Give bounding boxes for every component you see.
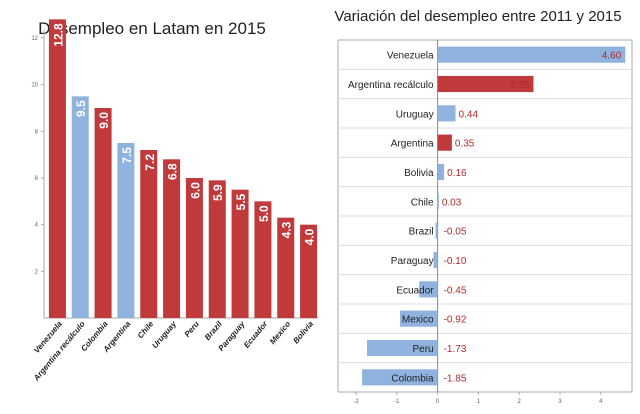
left-value-labels: 12.8 9.5 9.0 7.5 7.2 6.8 6.0 5.9 5.5 5.0 4.3 4.0 — [51, 23, 316, 245]
right-category-label: Brazil — [409, 227, 434, 238]
left-y-tick-label: 2 — [35, 269, 39, 275]
left-y-tick-label: 4 — [35, 223, 39, 229]
right-category-labels: Venezuela Argentina recálculo Uruguay Argen… — [348, 51, 434, 385]
right-value-label: -1.85 — [444, 373, 467, 384]
left-category-label: Peru — [183, 319, 201, 338]
left-value-label: 4.3 — [280, 221, 294, 238]
left-bar — [117, 143, 135, 318]
left-value-label: 4.0 — [303, 228, 317, 245]
right-value-label: 0.44 — [459, 109, 479, 120]
right-category-label: Ecuador — [396, 285, 434, 296]
right-bar — [437, 134, 452, 151]
left-bar — [277, 217, 295, 318]
left-value-label: 7.5 — [120, 147, 134, 164]
left-value-label: 5.9 — [211, 184, 225, 201]
right-category-label: Uruguay — [396, 109, 434, 120]
right-category-label: Argentina recálculo — [348, 80, 434, 91]
right-bar — [419, 281, 438, 298]
right-separators — [338, 68, 632, 364]
right-bar — [437, 105, 456, 122]
left-value-label: 6.0 — [188, 182, 202, 199]
right-x-tick-label: 2 — [518, 399, 522, 405]
right-bar — [400, 310, 438, 327]
left-category-label: Ecuador — [242, 319, 270, 350]
right-bar — [435, 222, 438, 239]
right-category-label: Chile — [411, 197, 434, 208]
left-category-label: Uruguay — [150, 319, 178, 350]
right-bars — [362, 46, 626, 386]
right-category-label: Paraguay — [391, 256, 434, 267]
right-value-label: 0.16 — [447, 168, 467, 179]
right-bar — [362, 369, 438, 386]
right-value-label: 2.35 — [510, 80, 530, 91]
left-value-label: 5.0 — [257, 205, 271, 222]
right-x-tick-label: -2 — [353, 399, 359, 405]
left-category-label: Bolivia — [291, 319, 315, 345]
right-category-label: Peru — [412, 344, 433, 355]
left-y-tick-label: 6 — [35, 176, 39, 182]
left-bar — [94, 108, 112, 318]
right-bar — [367, 339, 438, 357]
right-chart-title: Variación del desempleo entre 2011 y 201… — [334, 8, 621, 25]
unemployment-2015-chart: Desempleo en Latam en 2015 2 4 6 8 10 12 12.8… — [31, 19, 318, 383]
unemployment-change-chart: Variación del desempleo entre 2011 y 201… — [334, 8, 633, 405]
right-bar — [433, 251, 438, 269]
right-value-label: -0.10 — [444, 256, 467, 267]
right-x-ticks: -2 -1 0 1 2 3 4 — [353, 392, 603, 405]
left-bar — [71, 96, 89, 318]
left-bar — [163, 159, 181, 318]
left-value-label: 9.0 — [97, 112, 111, 129]
right-value-label: 4.60 — [602, 51, 622, 62]
left-chart-title: Desempleo en Latam en 2015 — [38, 19, 266, 38]
right-x-tick-label: 4 — [599, 399, 603, 405]
left-value-label: 5.5 — [234, 193, 248, 210]
left-y-tick-label: 12 — [31, 36, 38, 42]
left-category-label: Mexico — [268, 319, 292, 346]
left-category-label: Brazil — [203, 319, 224, 342]
right-value-label: -1.73 — [444, 344, 467, 355]
left-category-label: Chile — [136, 319, 156, 340]
right-value-label: -0.45 — [444, 285, 467, 296]
left-bar — [140, 150, 158, 318]
right-bar — [437, 193, 439, 210]
right-bar — [437, 163, 445, 181]
right-bar — [437, 46, 626, 63]
right-x-tick-label: 0 — [436, 399, 440, 405]
right-category-label: Argentina — [391, 139, 434, 150]
left-bar — [254, 201, 272, 318]
right-value-labels: 4.60 2.35 0.44 0.35 0.16 0.03 -0.05 -0.10 -0.45 -… — [442, 51, 622, 385]
left-bar — [208, 180, 226, 318]
right-bar — [437, 75, 534, 93]
right-x-tick-label: 3 — [558, 399, 562, 405]
left-value-label: 9.5 — [74, 100, 88, 117]
left-value-label: 7.2 — [143, 154, 157, 171]
right-category-label: Bolivia — [404, 168, 434, 179]
right-value-label: -0.92 — [444, 315, 467, 326]
left-bar — [48, 19, 66, 318]
left-y-tick-label: 10 — [31, 83, 38, 89]
left-value-label: 6.8 — [166, 163, 180, 180]
right-category-label: Venezuela — [387, 51, 434, 62]
right-value-label: -0.05 — [444, 227, 467, 238]
left-y-ticks: 2 4 6 8 10 12 — [31, 36, 44, 275]
left-bar — [300, 224, 318, 318]
right-x-tick-label: 1 — [477, 399, 481, 405]
right-value-label: 0.03 — [442, 197, 462, 208]
right-category-label: Mexico — [402, 315, 434, 326]
left-bar — [185, 178, 203, 318]
left-value-label: 12.8 — [51, 23, 65, 47]
left-bars — [48, 19, 318, 318]
right-x-tick-label: -1 — [394, 399, 400, 405]
left-bar — [231, 189, 249, 318]
right-category-label: Colombia — [391, 373, 434, 384]
right-value-label: 0.35 — [455, 139, 475, 150]
left-y-tick-label: 8 — [35, 129, 39, 135]
